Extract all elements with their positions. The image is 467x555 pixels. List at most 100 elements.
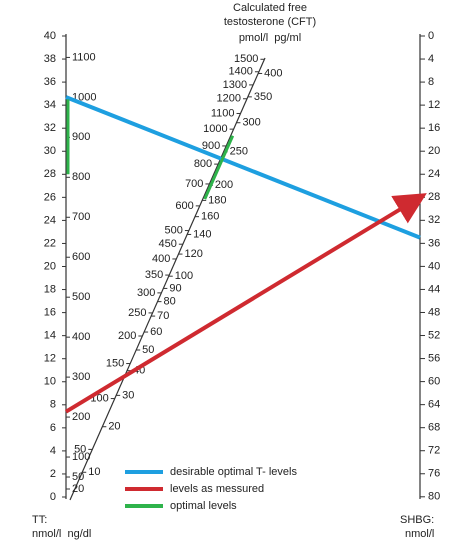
tick-label: 12 <box>44 353 56 365</box>
tt-label: TT: <box>32 514 47 526</box>
cft-title: Calculated free <box>233 2 307 14</box>
tick-label: 700 <box>72 211 90 223</box>
tick-label: 90 <box>169 282 181 294</box>
tick-label: 28 <box>428 191 440 203</box>
tick-label: 900 <box>72 131 90 143</box>
tick-label: 1000 <box>203 123 227 135</box>
tick-label: 20 <box>108 421 120 433</box>
tick-label: 22 <box>44 237 56 249</box>
tick-label: 40 <box>428 260 440 272</box>
tick-label: 70 <box>157 310 169 322</box>
tick-label: 1200 <box>217 93 241 105</box>
tick-label: 200 <box>215 179 233 191</box>
legend-label: levels as messured <box>170 483 264 495</box>
shbg-units: nmol/l <box>405 528 434 540</box>
tick-label: 28 <box>44 168 56 180</box>
tick-label: 26 <box>44 191 56 203</box>
tick-label: 32 <box>428 214 440 226</box>
tt-units: nmol/l ng/dl <box>32 528 91 540</box>
tick-label: 500 <box>72 291 90 303</box>
tick-label: 48 <box>428 306 440 318</box>
tick-label: 36 <box>44 76 56 88</box>
tick-label: 180 <box>208 194 226 206</box>
cft-title: testosterone (CFT) <box>224 16 316 28</box>
tick-label: 300 <box>72 371 90 383</box>
legend-label: desirable optimal T- levels <box>170 466 297 478</box>
reading-line <box>65 95 421 240</box>
tick-label: 56 <box>428 352 440 364</box>
tick-label: 250 <box>230 146 248 158</box>
tick-label: 80 <box>428 491 440 503</box>
tick-label: 60 <box>428 376 440 388</box>
tick-label: 1500 <box>234 53 258 65</box>
tick-label: 36 <box>428 237 440 249</box>
tick-label: 14 <box>44 330 56 342</box>
shbg-label: SHBG: <box>400 514 434 526</box>
tick-label: 150 <box>106 357 124 369</box>
tick-label: 50 <box>74 443 86 455</box>
tick-label: 12 <box>428 99 440 111</box>
tick-label: 8 <box>50 399 56 411</box>
tick-label: 900 <box>202 140 220 152</box>
tick-label: 800 <box>194 158 212 170</box>
tick-label: 250 <box>128 307 146 319</box>
tick-label: 2 <box>50 468 56 480</box>
tick-label: 1100 <box>211 107 235 119</box>
tick-label: 300 <box>137 287 155 299</box>
tick-label: 24 <box>428 168 440 180</box>
tick-label: 80 <box>164 296 176 308</box>
tick-label: 10 <box>88 466 100 478</box>
tick-label: 0 <box>50 491 56 503</box>
tick-label: 16 <box>428 122 440 134</box>
tick-label: 50 <box>72 471 84 483</box>
tick-label: 1400 <box>228 66 252 78</box>
tick-label: 140 <box>193 228 211 240</box>
optimal-cft <box>203 135 235 200</box>
tick-label: 100 <box>72 451 90 463</box>
tick-label: 50 <box>142 344 154 356</box>
tick-label: 600 <box>175 200 193 212</box>
tick-label: 40 <box>44 30 56 42</box>
tick-label: 120 <box>184 248 202 260</box>
tick-label: 4 <box>428 53 434 65</box>
tick-label: 44 <box>428 283 440 295</box>
tick-label: 200 <box>72 411 90 423</box>
tick-label: 300 <box>242 117 260 129</box>
tick-label: 700 <box>185 178 203 190</box>
cft-units: pmol/l pg/ml <box>239 32 301 44</box>
tick-label: 24 <box>44 214 56 226</box>
tick-label: 600 <box>72 251 90 263</box>
tick-label: 30 <box>44 145 56 157</box>
tick-label: 20 <box>428 145 440 157</box>
reading-line <box>64 193 427 414</box>
tick-label: 500 <box>165 224 183 236</box>
tick-label: 38 <box>44 53 56 65</box>
tick-label: 72 <box>428 445 440 457</box>
tick-label: 800 <box>72 171 90 183</box>
tick-label: 400 <box>264 67 282 79</box>
tick-label: 160 <box>201 211 219 223</box>
tick-label: 52 <box>428 329 440 341</box>
legend-label: optimal levels <box>170 500 237 512</box>
tick-label: 350 <box>145 269 163 281</box>
tick-label: 0 <box>428 30 434 42</box>
tick-label: 450 <box>158 238 176 250</box>
tick-label: 68 <box>428 422 440 434</box>
tick-label: 60 <box>150 326 162 338</box>
tick-label: 6 <box>50 422 56 434</box>
tick-label: 200 <box>118 330 136 342</box>
tick-label: 400 <box>152 253 170 265</box>
tick-label: 34 <box>44 99 56 111</box>
tick-label: 400 <box>72 331 90 343</box>
tick-label: 4 <box>50 445 56 457</box>
tick-label: 20 <box>44 260 56 272</box>
tick-label: 8 <box>428 76 434 88</box>
tick-label: 350 <box>254 91 272 103</box>
tick-label: 32 <box>44 122 56 134</box>
tick-label: 1300 <box>223 79 247 91</box>
cft-axis <box>69 57 266 501</box>
tick-label: 18 <box>44 283 56 295</box>
tick-label: 1100 <box>72 51 96 63</box>
tick-label: 64 <box>428 399 440 411</box>
